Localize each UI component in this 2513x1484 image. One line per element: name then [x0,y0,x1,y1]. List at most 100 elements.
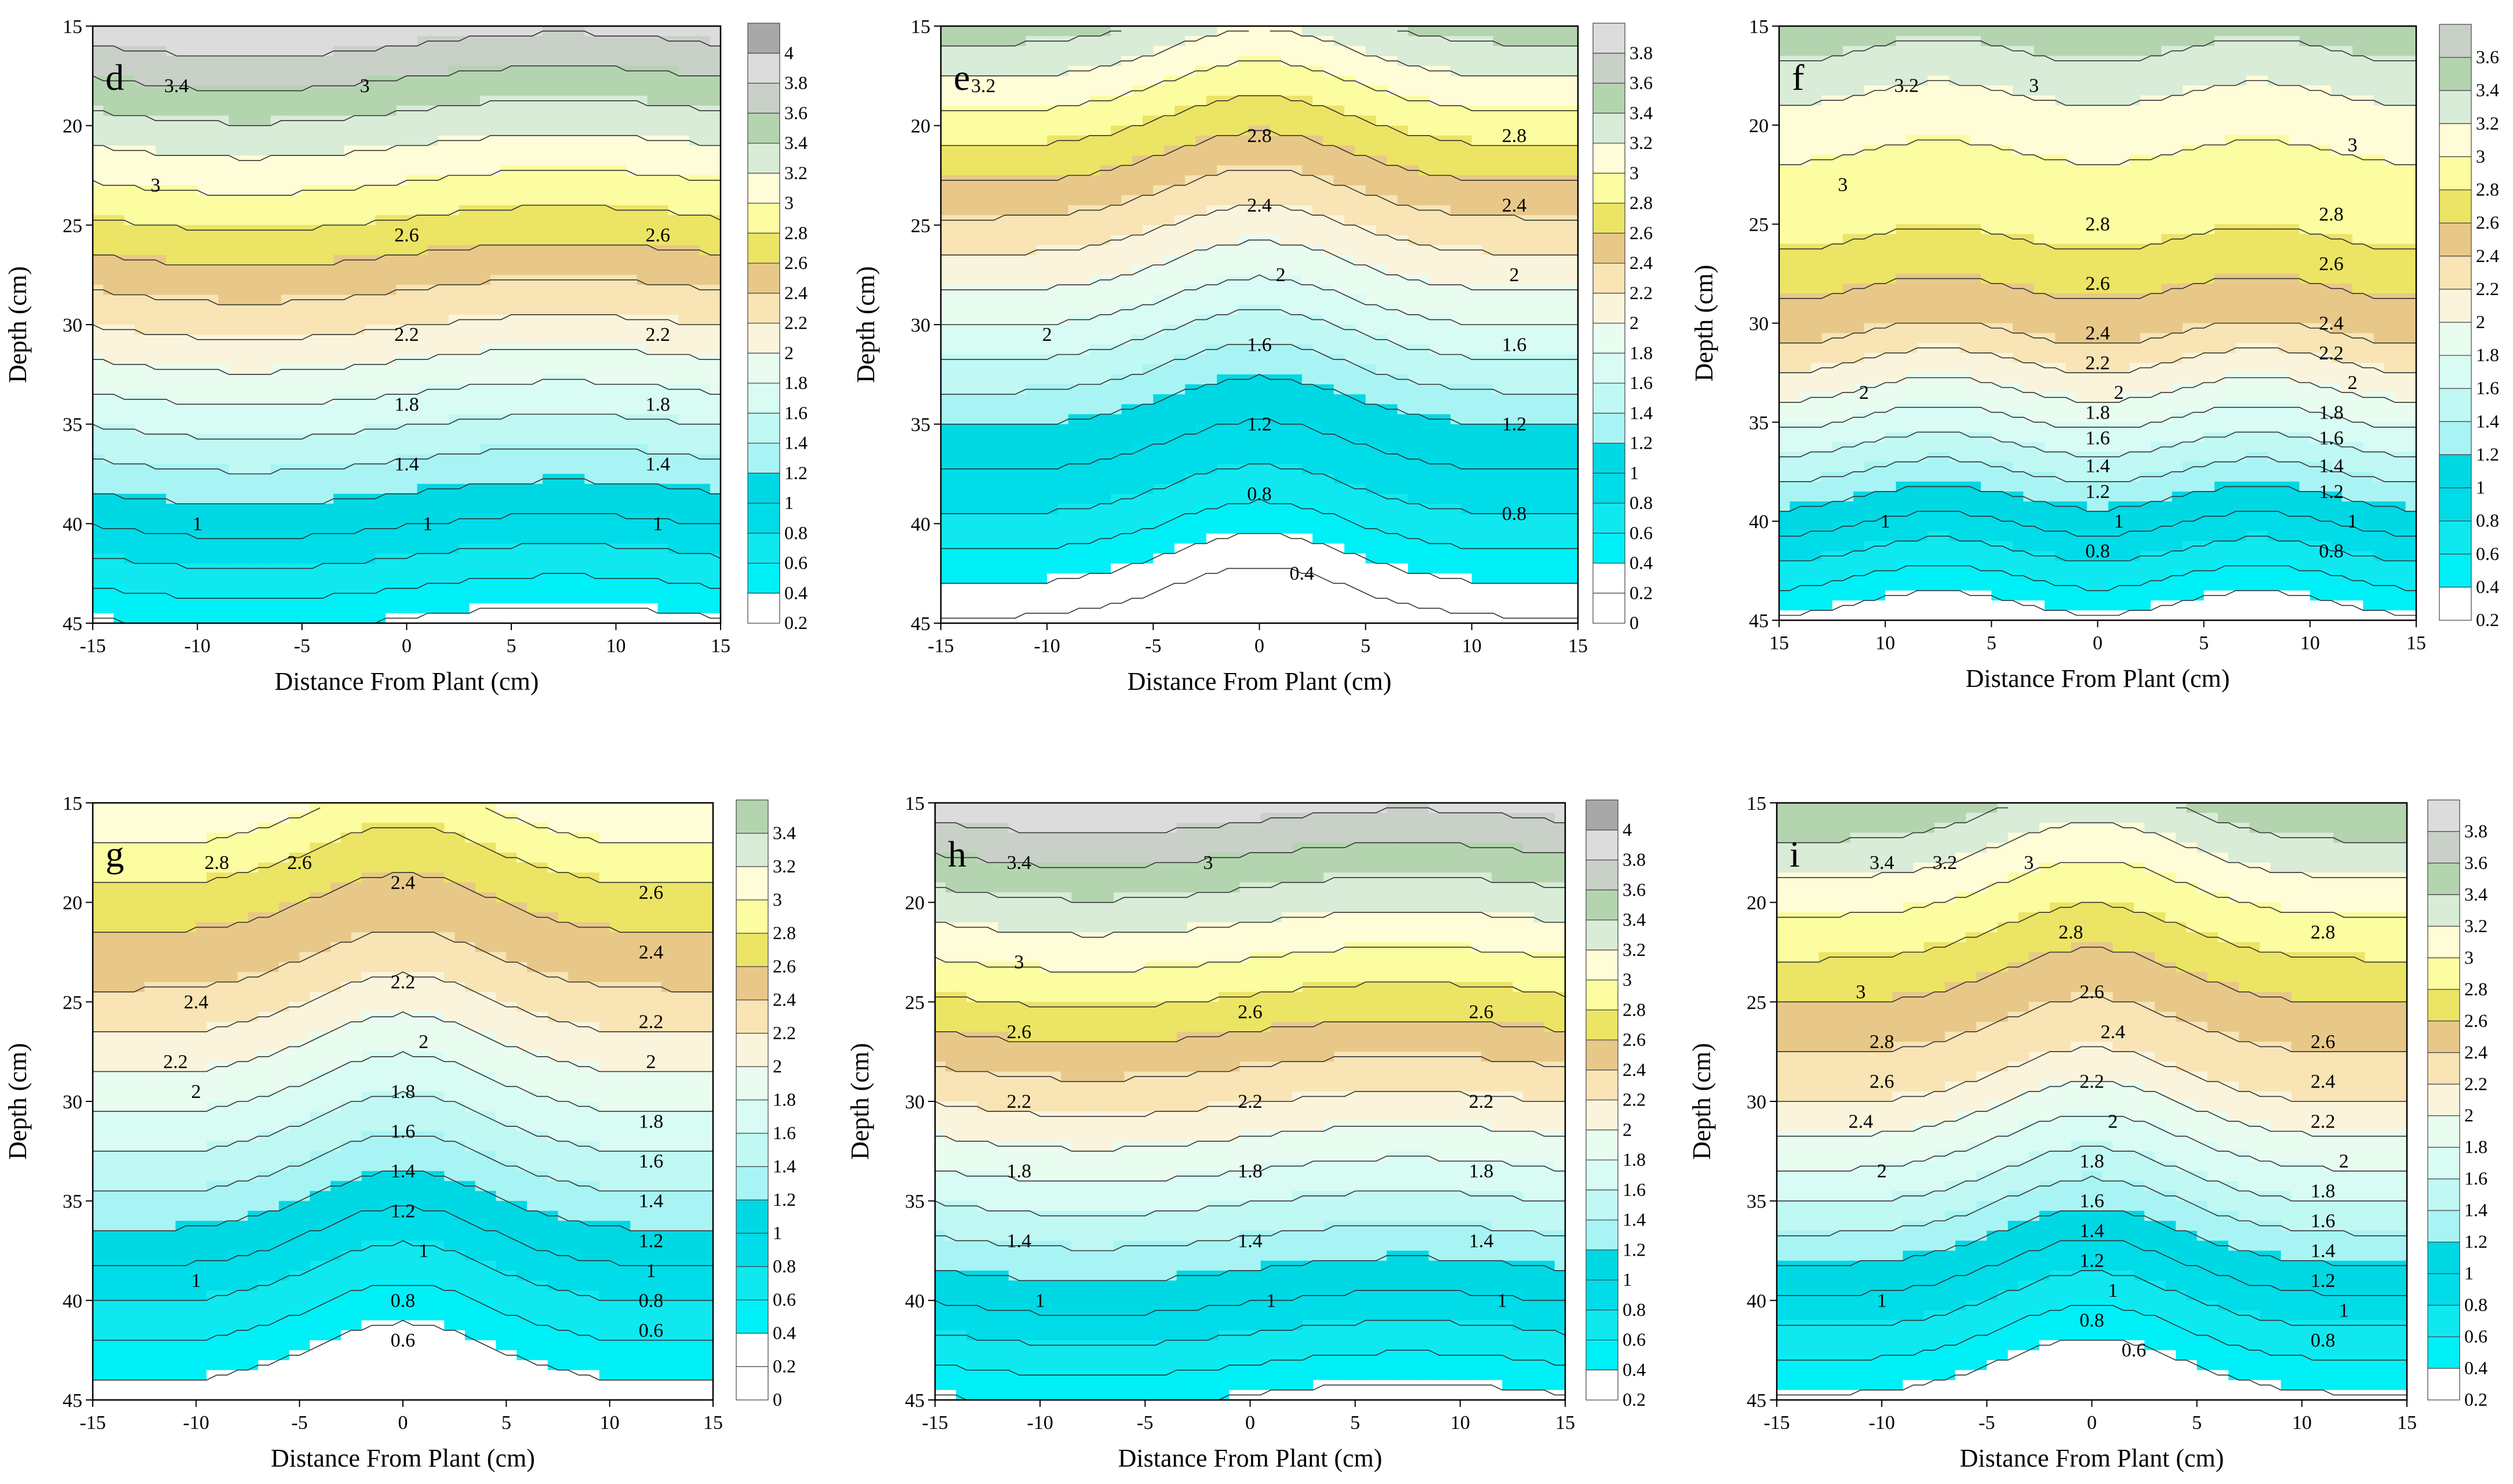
contour-cell [260,254,271,265]
contour-cell [1153,115,1165,126]
contour-cell [522,334,533,345]
contour-cell [291,75,303,86]
contour-cell [973,275,984,286]
contour-cell [228,165,240,176]
contour-cell [973,334,984,345]
contour-cell [657,533,669,544]
contour-cell [176,514,188,525]
contour-cell [1100,504,1111,514]
contour-cell [114,235,125,246]
contour-cell [1153,314,1165,325]
contour-cell [93,135,104,146]
contour-cell [1121,553,1133,564]
contour-cell [323,613,334,624]
contour-cell [1143,563,1154,574]
contour-cell [501,56,512,67]
contour-cell [469,115,481,126]
contour-cell [375,543,387,554]
contour-cell [668,215,679,226]
contour-cell [699,155,711,166]
contour-cell [1089,334,1101,345]
contour-cell [145,146,157,156]
contour-cell [532,593,543,604]
contour-cell [595,364,606,375]
contour-cell [584,254,596,265]
contour-cell [323,444,334,454]
contour-cell [260,155,271,166]
contour-cell [532,374,543,385]
contour-cell [114,165,125,176]
contour-cell [176,384,188,395]
contour-cell [228,493,240,504]
contour-cell [962,46,973,57]
contour-cell [438,225,449,236]
contour-cell [962,235,973,246]
contour-cell [689,46,700,57]
contour-cell [1089,36,1101,47]
contour-cell [1089,86,1101,96]
contour-cell [479,265,491,275]
contour-cell [1121,155,1133,166]
contour-cell [1121,504,1133,514]
contour-cell [657,374,669,385]
contour-cell [114,254,125,265]
contour-cell [584,553,596,564]
contour-cell [1015,454,1027,465]
contour-fill-d [93,26,721,624]
contour-cell [563,265,575,275]
contour-cell [249,106,261,117]
contour-cell [973,195,984,206]
contour-cell [1121,66,1133,77]
contour-cell [1079,364,1090,375]
contour-cell [1100,613,1111,624]
contour-cell [1153,36,1165,47]
contour-cell [1025,504,1037,514]
contour-cell [155,474,167,485]
contour-cell [1111,215,1122,226]
contour-line [92,314,721,340]
contour-cell [678,66,690,77]
contour-cell [1143,245,1154,256]
contour-cell [511,66,522,77]
contour-cell [1036,404,1048,415]
contour-cell [114,334,125,345]
contour-cell [375,285,387,296]
contour-cell [1143,404,1154,415]
contour-cell [647,175,659,186]
contour-cell [1153,26,1165,37]
contour-cell [134,294,146,305]
contour-cell [941,155,952,166]
contour-cell [406,265,418,275]
contour-cell [490,265,501,275]
contour-cell [994,384,1005,395]
contour-cell [176,215,188,226]
contour-cell [522,294,533,305]
contour-cell [218,106,230,117]
contour-cell [699,493,711,504]
contour-cell [479,354,491,365]
contour-cell [427,135,439,146]
contour-cell [1153,175,1165,186]
contour-cell [354,225,366,236]
contour-cell [1089,483,1101,494]
contour-cell [93,294,104,305]
contour-cell [239,96,250,107]
contour-cell [951,185,963,196]
contour-cell [941,275,952,286]
contour-cell [637,135,648,146]
contour-cell [427,583,439,594]
contour-cell [511,155,522,166]
contour-cell [994,245,1005,256]
contour-cell [689,394,700,405]
contour-cell [396,66,408,77]
contour-cell [176,195,188,206]
contour-cell [479,334,491,345]
contour-cell [532,493,543,504]
contour-cell [459,354,470,365]
contour-cell [543,175,554,186]
contour-cell [469,404,481,415]
contour-cell [532,464,543,475]
contour-cell [469,344,481,355]
contour-cell [605,424,617,435]
contour-cell [155,96,167,107]
